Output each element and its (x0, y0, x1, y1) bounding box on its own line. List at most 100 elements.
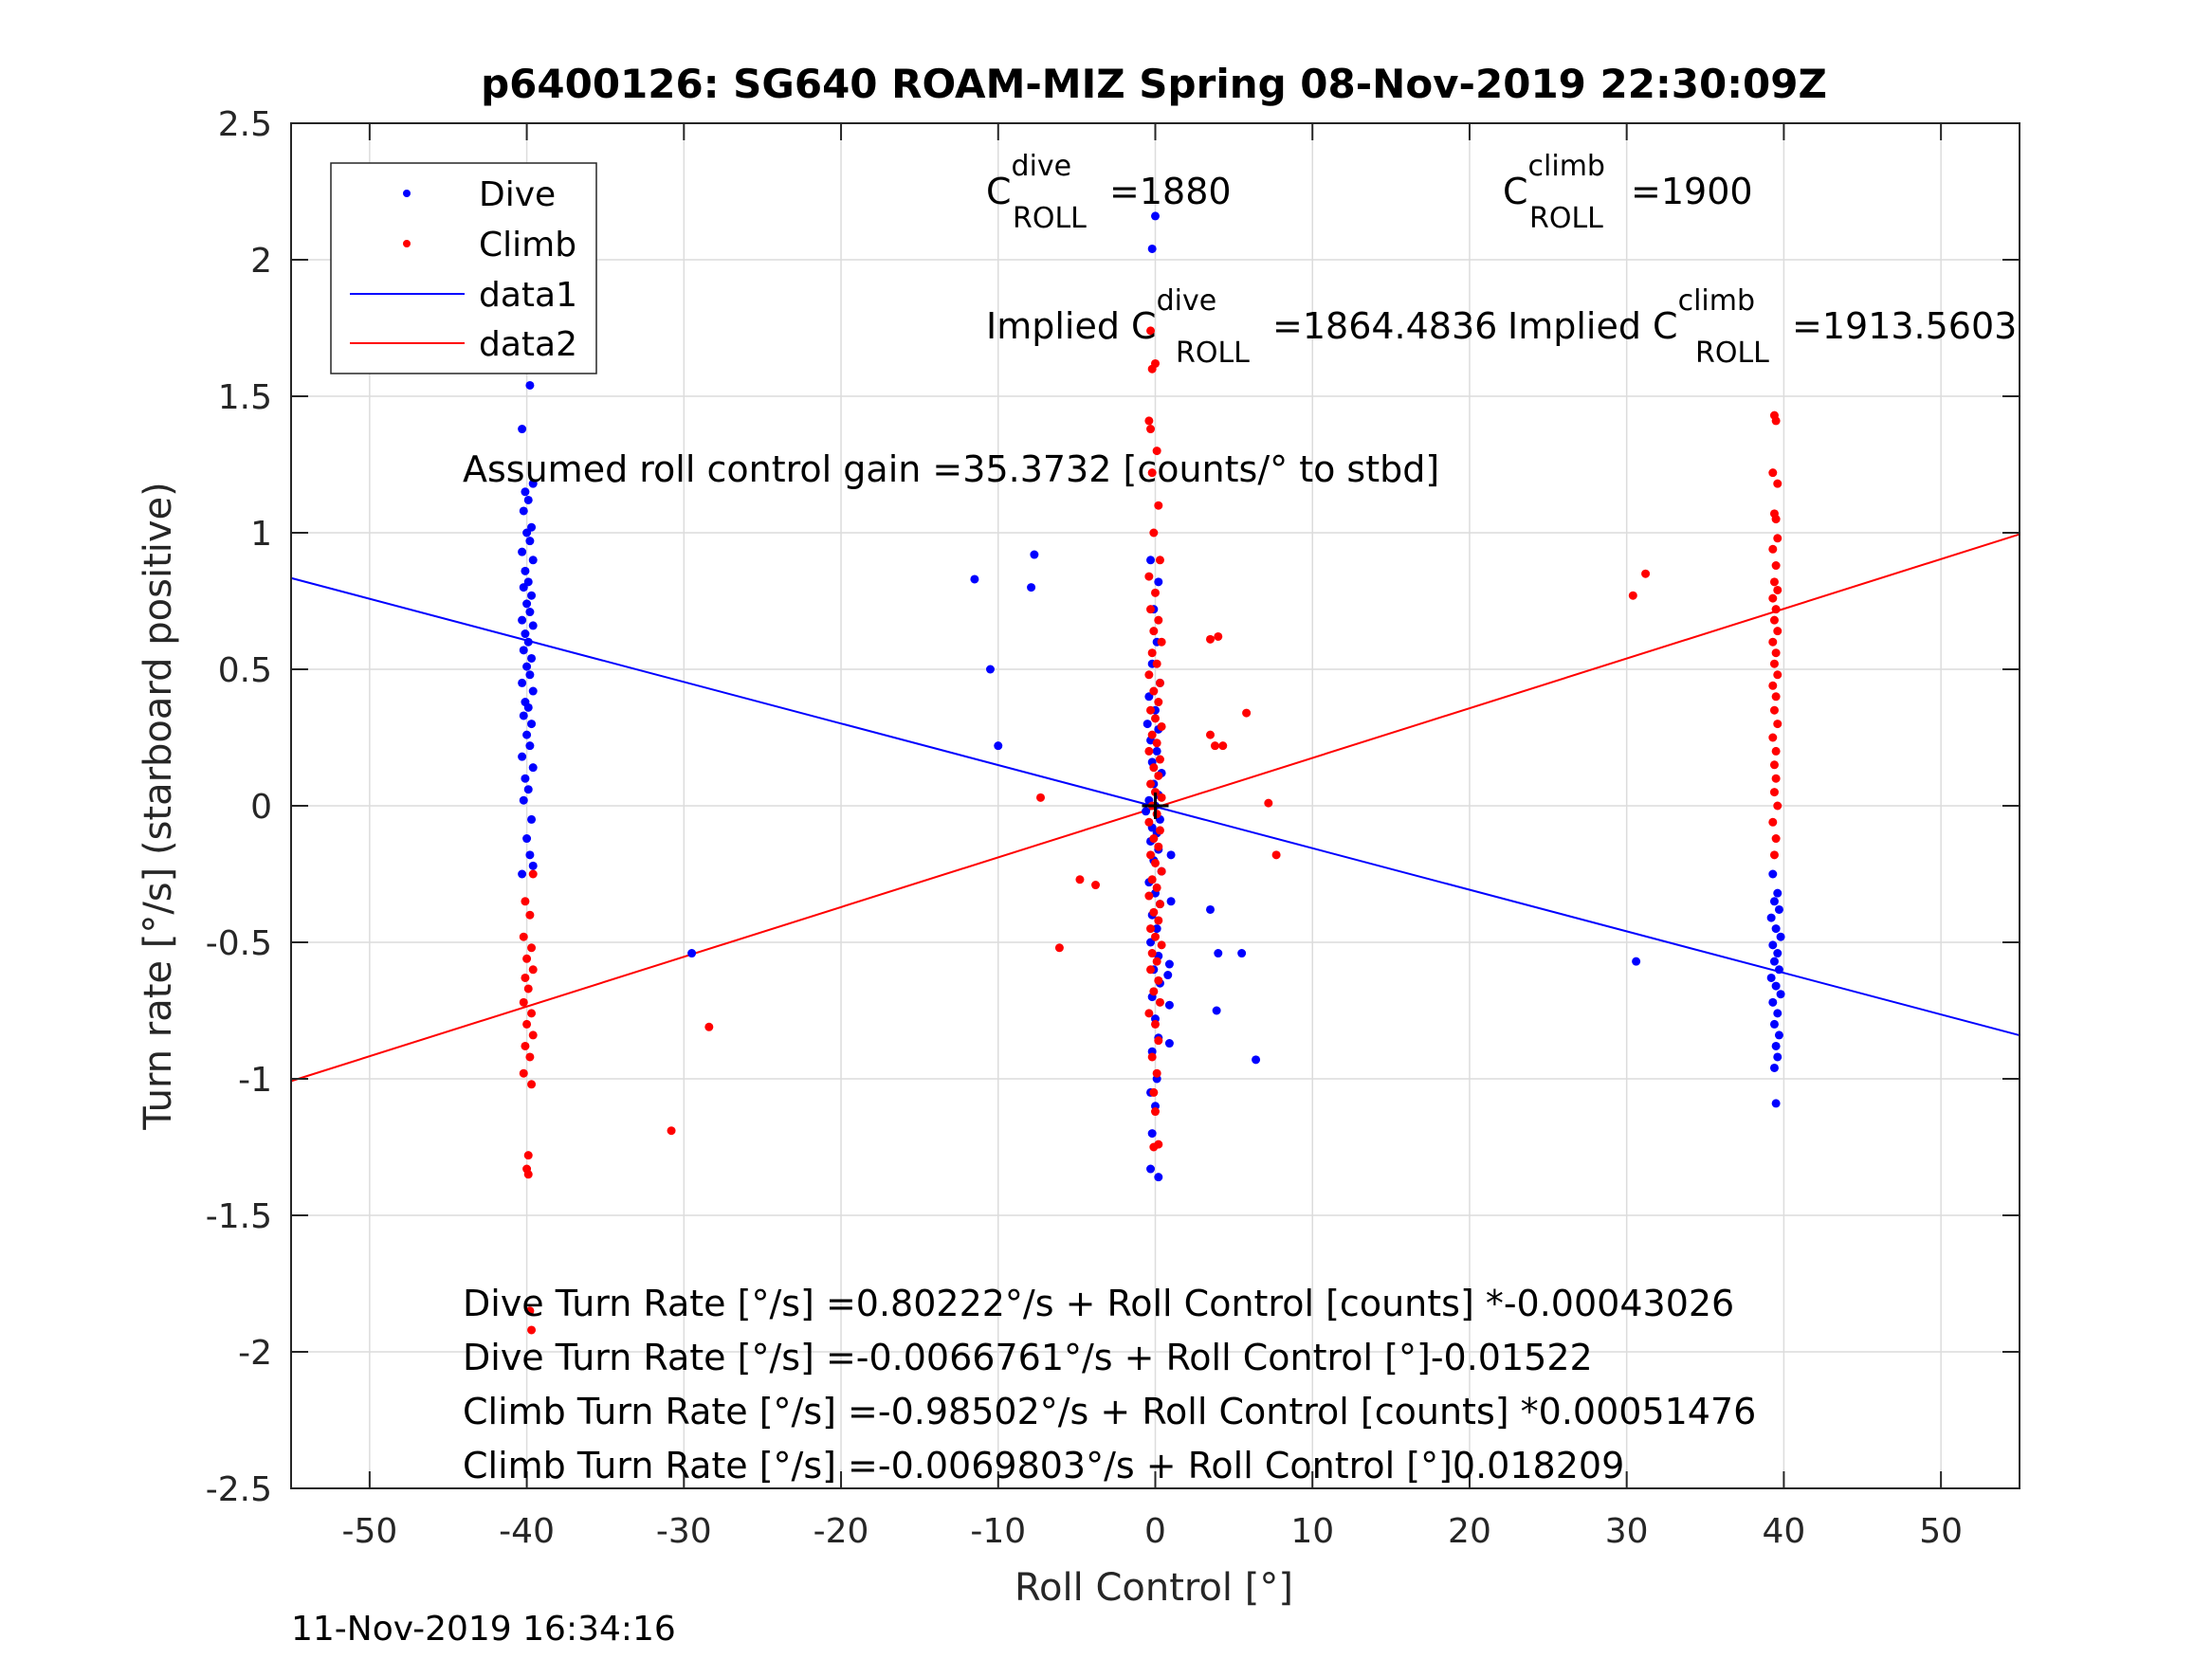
climb-point (1771, 561, 1781, 571)
climb-point (1768, 468, 1778, 478)
legend-box (330, 162, 597, 374)
climb-point (1147, 468, 1157, 478)
dive-point (1152, 924, 1161, 934)
dive-point (519, 711, 528, 720)
dive-point (1774, 1030, 1783, 1040)
climb-point (519, 1068, 528, 1078)
climb-point (1773, 670, 1782, 680)
climb-point (1155, 900, 1164, 909)
implied-climb-prefix: Implied C (1508, 305, 1678, 347)
climb-point (519, 997, 528, 1007)
dive-point (527, 720, 537, 729)
dive-point (1766, 913, 1776, 922)
dive-point (1769, 1019, 1779, 1029)
climb-point (525, 1306, 535, 1316)
climb-point (1146, 425, 1156, 434)
dive-point (521, 487, 530, 497)
dive-point (1769, 957, 1779, 966)
dive-point (1027, 583, 1036, 592)
climb-point (1769, 788, 1779, 797)
c-roll-dive-sub: ROLL (1013, 202, 1087, 235)
climb-point (1768, 637, 1778, 647)
climb-point (1149, 834, 1159, 844)
climb-point (1773, 627, 1782, 636)
dive-point (1252, 1055, 1261, 1065)
y-tick-label: 1 (250, 515, 272, 554)
climb-point (1154, 771, 1163, 780)
dive-point (1776, 932, 1785, 941)
climb-point (1146, 779, 1156, 789)
dive-point (1166, 850, 1176, 860)
climb-point (1152, 883, 1161, 892)
climb-point (1214, 631, 1223, 641)
dive-point (1776, 990, 1785, 999)
climb-point (1773, 720, 1782, 729)
climb-point (1144, 1009, 1154, 1018)
climb-point (1210, 741, 1219, 751)
dive-point (1147, 244, 1157, 253)
c-roll-dive-value: =1880 (1109, 171, 1232, 212)
y-tick-label: 2 (250, 242, 272, 281)
dive-point (518, 678, 527, 687)
dive-point (1766, 973, 1776, 982)
climb-point (1152, 659, 1161, 668)
dive-point (521, 566, 530, 575)
implied-dive-sub: ROLL (1176, 337, 1250, 370)
dive-point (1773, 1009, 1782, 1018)
c-roll-climb-sub: ROLL (1529, 202, 1603, 235)
dive-point (519, 795, 528, 805)
dive-point (1142, 807, 1151, 816)
climb-point (1157, 721, 1166, 731)
climb-point (1155, 997, 1164, 1007)
climb-point (519, 932, 528, 941)
climb-point (1146, 850, 1156, 860)
c-roll-climb-value: =1900 (1631, 171, 1753, 212)
y-axis-label: Turn rate [°/s] (starboard positive) (137, 482, 180, 1131)
chart-title: p6400126: SG640 ROAM-MIZ Spring 08-Nov-2… (481, 61, 1827, 107)
climb-point (1154, 1036, 1163, 1046)
climb-point (523, 1170, 533, 1179)
climb-point (1075, 875, 1085, 884)
dive-point (518, 547, 527, 556)
y-tick-label: 2.5 (218, 105, 272, 144)
dive-point (527, 814, 537, 824)
dive-point (1166, 897, 1176, 906)
y-tick-label: -0.5 (206, 924, 272, 963)
dive-point (994, 741, 1003, 751)
climb-point (1154, 698, 1163, 707)
dive-point (1768, 940, 1778, 950)
climb-point (1768, 681, 1778, 690)
climb-point (1771, 515, 1781, 524)
dive-point (1774, 965, 1783, 975)
climb-point (1157, 866, 1166, 876)
climb-point (1771, 648, 1781, 658)
climb-point (1147, 875, 1157, 884)
climb-point (1149, 686, 1159, 696)
climb-point (1151, 788, 1160, 797)
climb-point (1147, 730, 1157, 739)
y-tick-label: 1.5 (218, 378, 272, 417)
dive-point (1774, 904, 1783, 914)
dive-point (1154, 577, 1163, 587)
dive-point (523, 785, 533, 794)
dive-point (522, 834, 532, 844)
climb-point (1769, 659, 1779, 668)
climb-point (525, 910, 535, 920)
climb-point (1773, 585, 1782, 594)
climb-point (1149, 907, 1159, 917)
x-axis-label: Roll Control [°] (1015, 1566, 1293, 1610)
dive-point (970, 574, 979, 584)
climb-point (1151, 932, 1160, 941)
x-tick-label: -50 (341, 1512, 397, 1551)
climb-point (522, 954, 532, 963)
climb-point (1155, 755, 1164, 764)
dive-point (525, 741, 535, 751)
dive-point (519, 583, 528, 592)
dive-point (518, 615, 527, 625)
climb-point (1155, 826, 1164, 835)
y-tick-labels: 2.5 2 1.5 1 0.5 0 -0.5 -1 -1.5 -2 -2.5 (206, 105, 272, 1509)
dive-point (525, 670, 535, 680)
x-tick-label: -30 (656, 1512, 712, 1551)
climb-point (527, 1009, 537, 1018)
implied-dive-value: =1864.4836 (1272, 305, 1497, 347)
